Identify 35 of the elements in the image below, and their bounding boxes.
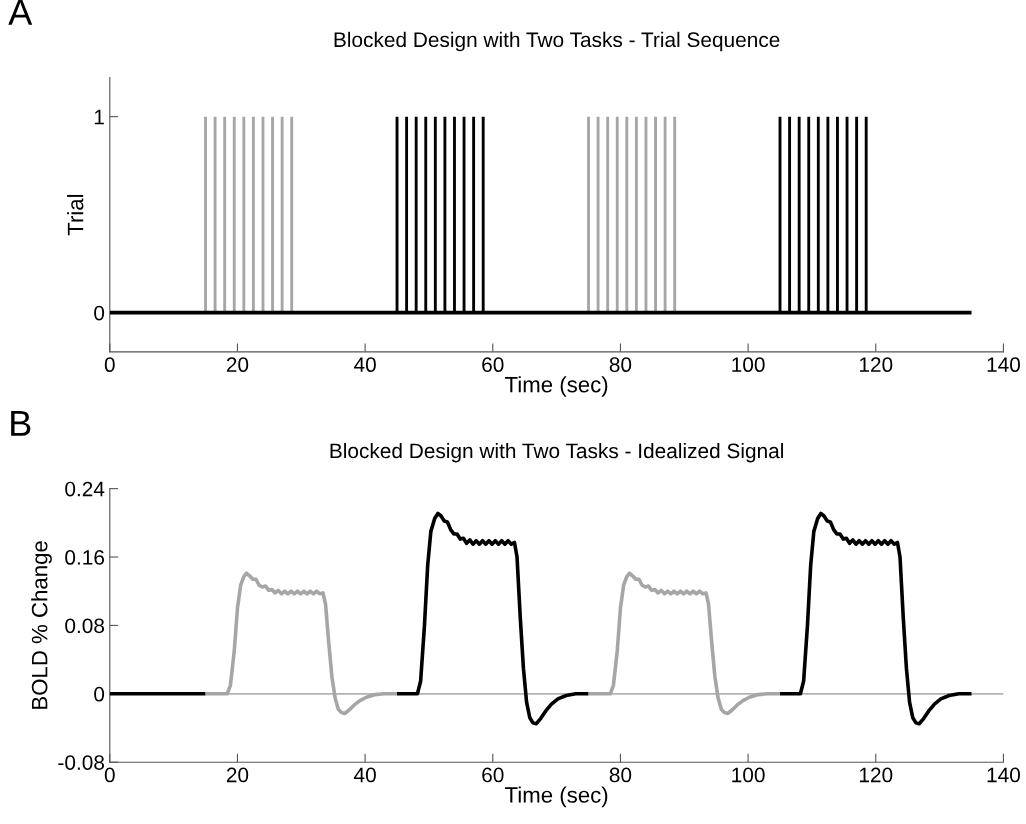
- line-series: [203, 571, 399, 716]
- x-tick-label: 0: [104, 357, 115, 373]
- x-tick-label: 80: [609, 767, 632, 783]
- x-tick-label: 140: [987, 357, 1020, 373]
- x-tick-label: 120: [859, 767, 893, 783]
- y-axis-title: BOLD % Change: [31, 541, 52, 709]
- x-tick-label: 60: [482, 357, 504, 373]
- x-tick-label: 20: [226, 767, 249, 783]
- x-axis-title: Time (sec): [505, 786, 608, 808]
- y-tick-label: 0.08: [65, 618, 105, 634]
- line-series: [395, 511, 591, 726]
- x-tick-label: 60: [482, 767, 504, 783]
- line-series: [586, 571, 782, 716]
- chart-title: Blocked Design with Two Tasks - Trial Sequence: [334, 31, 780, 52]
- x-tick-label: 80: [609, 357, 632, 373]
- x-tick-label: 100: [732, 767, 765, 783]
- y-tick-label: 0.16: [65, 550, 105, 565]
- text: A: [8, 0, 33, 25]
- x-tick-label: 20: [226, 357, 249, 373]
- y-tick-label: -0.08: [58, 755, 105, 770]
- x-tick-label: 120: [859, 357, 893, 373]
- y-axis-title: Trial: [67, 194, 84, 236]
- y-tick-label: 0.24: [65, 481, 105, 497]
- x-tick-label: 140: [987, 767, 1020, 783]
- x-tick-label: 40: [354, 767, 376, 783]
- chart-title: Blocked Design with Two Tasks - Idealized Signal: [330, 442, 783, 463]
- y-tick-label: 1: [94, 109, 104, 125]
- x-tick-label: 100: [732, 357, 765, 373]
- y-tick-label: 0: [94, 686, 105, 702]
- line-series: [778, 511, 974, 726]
- y-tick-label: 0: [94, 305, 105, 321]
- x-axis-title: Time (sec): [505, 376, 608, 397]
- x-tick-label: 0: [104, 767, 115, 783]
- x-tick-label: 40: [354, 357, 376, 373]
- text: B: [11, 410, 31, 436]
